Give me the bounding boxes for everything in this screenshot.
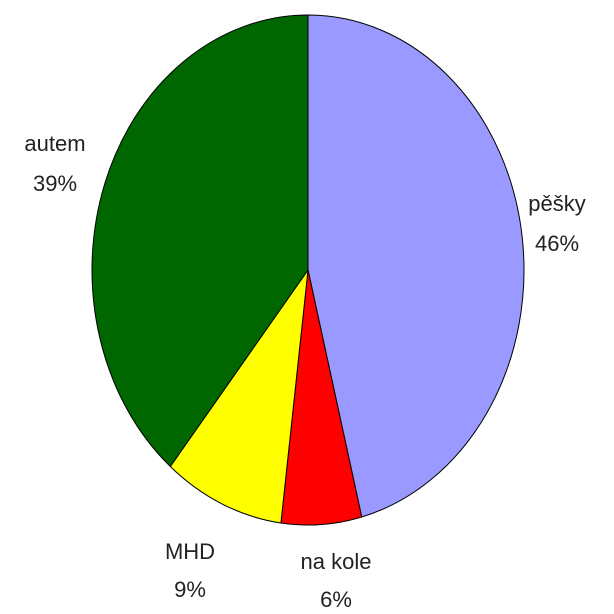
slice-value-label: 39% [33, 171, 77, 196]
slice-label: autem [24, 131, 85, 156]
slice-value-label: 46% [535, 231, 579, 256]
pie-slice [169, 269, 309, 524]
slice-label: MHD [165, 539, 215, 564]
slice-label: na kole [301, 549, 372, 574]
slice-value-label: 6% [320, 587, 352, 612]
pie-slice [91, 14, 309, 468]
slice-value-label: 9% [174, 577, 206, 602]
slice-label: pěšky [528, 191, 585, 216]
pie-slice [307, 14, 525, 518]
